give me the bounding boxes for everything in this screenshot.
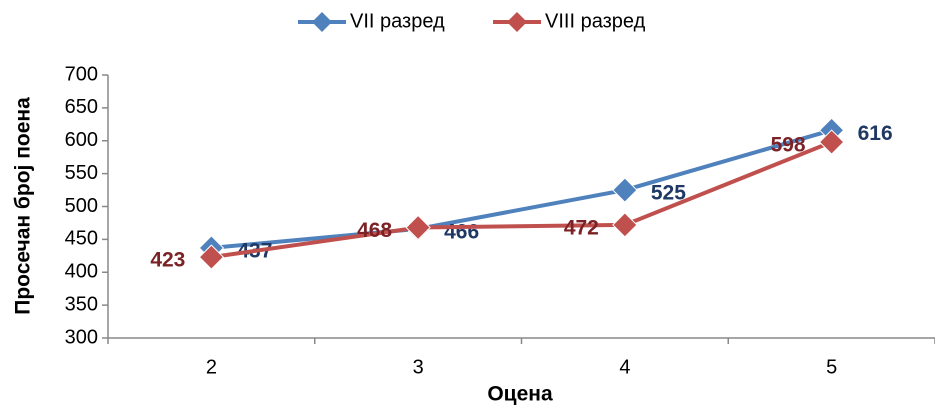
marker xyxy=(198,244,225,270)
legend-marker xyxy=(312,12,332,32)
y-tick-label: 500 xyxy=(65,195,98,217)
legend-label: VIII разред xyxy=(545,10,646,32)
data-label: 468 xyxy=(357,219,392,242)
x-tick-label: 2 xyxy=(206,356,217,378)
y-tick-label: 400 xyxy=(65,261,98,283)
x-axis-label: Оцена xyxy=(487,383,553,406)
data-label: 466 xyxy=(444,220,479,243)
data-label: 423 xyxy=(150,249,185,272)
data-label: 598 xyxy=(771,134,806,157)
x-tick-label: 5 xyxy=(826,356,837,378)
marker xyxy=(405,214,431,241)
marker xyxy=(612,212,638,238)
y-tick-label: 300 xyxy=(65,326,98,348)
series-line xyxy=(211,140,833,260)
x-tick-label: 4 xyxy=(619,356,630,378)
series-line xyxy=(211,128,833,250)
y-tick-label: 450 xyxy=(65,228,98,250)
data-label: 472 xyxy=(564,216,599,239)
y-axis-label: Просечан број поена xyxy=(12,97,35,315)
data-label: 525 xyxy=(651,182,686,205)
y-tick-label: 650 xyxy=(65,96,98,118)
y-tick-label: 550 xyxy=(65,162,98,184)
data-label: 616 xyxy=(858,122,893,145)
x-tick-label: 3 xyxy=(413,356,424,378)
legend-label: VII разред xyxy=(350,10,445,32)
legend-marker xyxy=(507,12,527,32)
y-tick-label: 350 xyxy=(65,293,98,315)
y-tick-label: 600 xyxy=(65,129,98,151)
y-tick-label: 700 xyxy=(65,63,98,85)
marker xyxy=(612,177,638,203)
marker xyxy=(818,129,845,155)
